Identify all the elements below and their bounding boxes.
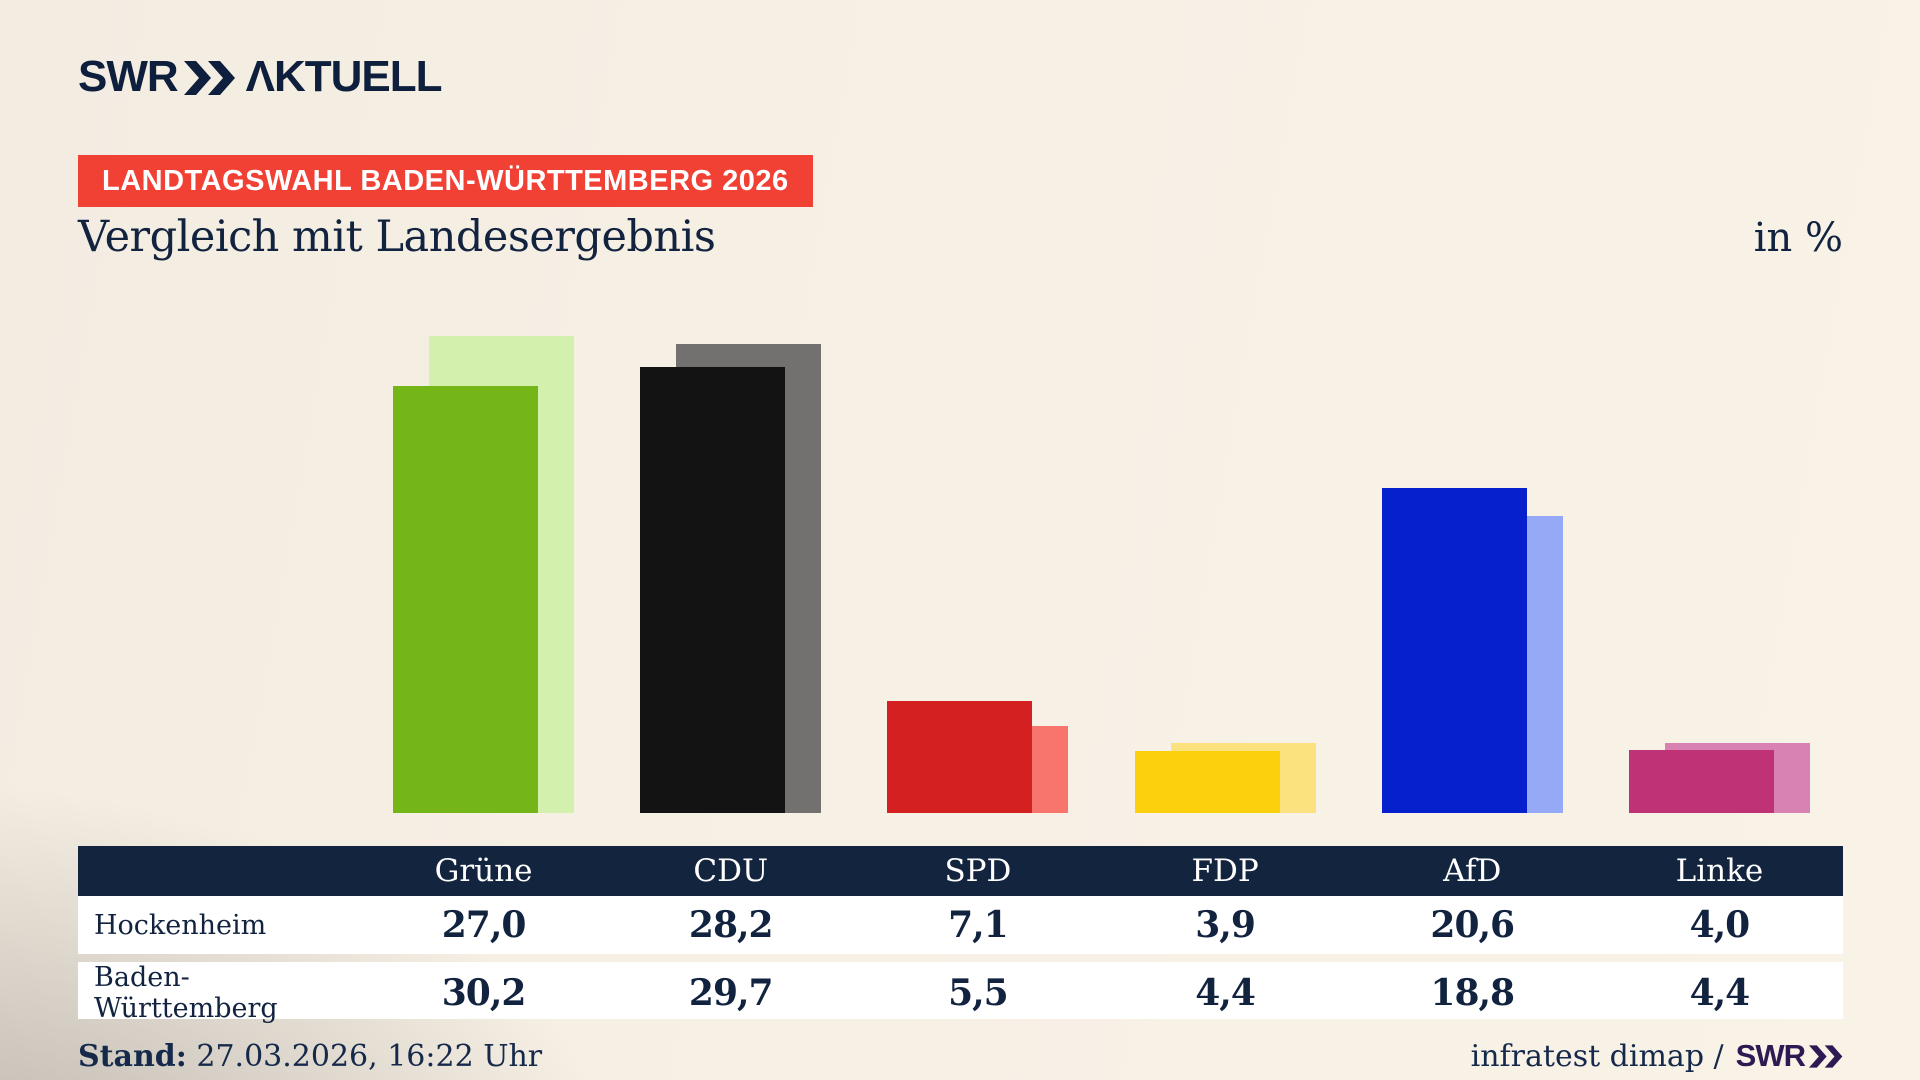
swr-double-chevron-icon [183,61,236,95]
title-row: Vergleich mit Landesergebnis in % [78,212,1843,262]
table-row-baden-wuerttemberg: Baden-Württemberg 30,2 29,7 5,5 4,4 18,8 4,4 [78,962,1843,1024]
bar-CDU-hockenheim [640,367,785,813]
bar-Linke-hockenheim [1629,750,1774,813]
column-header-Linke: Linke [1675,853,1764,889]
result-value: 29,7 [688,972,774,1014]
footer: Stand: 27.03.2026, 16:22 Uhr infratest d… [78,1036,1843,1076]
result-value: 30,2 [441,972,527,1014]
swr-aktuell-logo: SWR ΛKTUELL [78,52,443,102]
election-banner: LANDTAGSWAHL BADEN-WÜRTTEMBERG 2026 [78,155,813,207]
swr-double-chevron-small-icon [1809,1044,1843,1068]
result-value: 20,6 [1430,904,1515,946]
source-swr-brand: SWR [1736,1038,1843,1074]
logo-word-text: ΛKTUELL [245,52,443,101]
result-value: 3,9 [1195,904,1256,946]
bar-AfD-hockenheim [1382,488,1527,813]
stand-timestamp: Stand: 27.03.2026, 16:22 Uhr [78,1039,542,1074]
stand-value: 27.03.2026, 16:22 Uhr [196,1038,543,1074]
stand-label: Stand: [78,1038,187,1074]
results-table: Grüne CDU SPD FDP AfD Linke Hockenheim 27,0 28,2… [78,846,1843,1024]
result-value: 4,4 [1689,972,1751,1014]
page-title: Vergleich mit Landesergebnis [78,212,716,262]
result-value: 4,0 [1689,904,1751,946]
bar-Grüne-hockenheim [393,386,538,813]
result-value: 7,1 [948,904,1009,946]
result-value: 28,2 [688,904,774,946]
column-header-CDU: CDU [693,853,769,889]
result-value: 4,4 [1195,972,1256,1014]
bar-FDP-hockenheim [1135,751,1280,813]
source-text: infratest dimap / [1470,1038,1724,1074]
unit-label: in % [1753,215,1843,261]
bar-SPD-hockenheim [887,701,1032,813]
logo-brand-text: SWR [78,52,179,101]
result-value: 18,8 [1430,972,1515,1014]
column-header-AfD: AfD [1443,853,1502,889]
result-value: 27,0 [441,904,527,946]
source-credit: infratest dimap / SWR [1471,1038,1843,1074]
table-row-hockenheim: Hockenheim 27,0 28,2 7,1 3,9 20,6 4,0 [78,896,1843,954]
result-value: 5,5 [948,972,1009,1014]
column-header-SPD: SPD [944,853,1012,889]
row-label-baden-wuerttemberg: Baden-Württemberg [94,962,278,1024]
column-header-FDP: FDP [1191,853,1259,889]
source-brand-text: SWR [1735,1038,1806,1073]
table-header-row: Grüne CDU SPD FDP AfD Linke [78,846,1843,896]
row-label-hockenheim: Hockenheim [94,909,267,941]
column-header-Grüne: Grüne [434,853,533,889]
